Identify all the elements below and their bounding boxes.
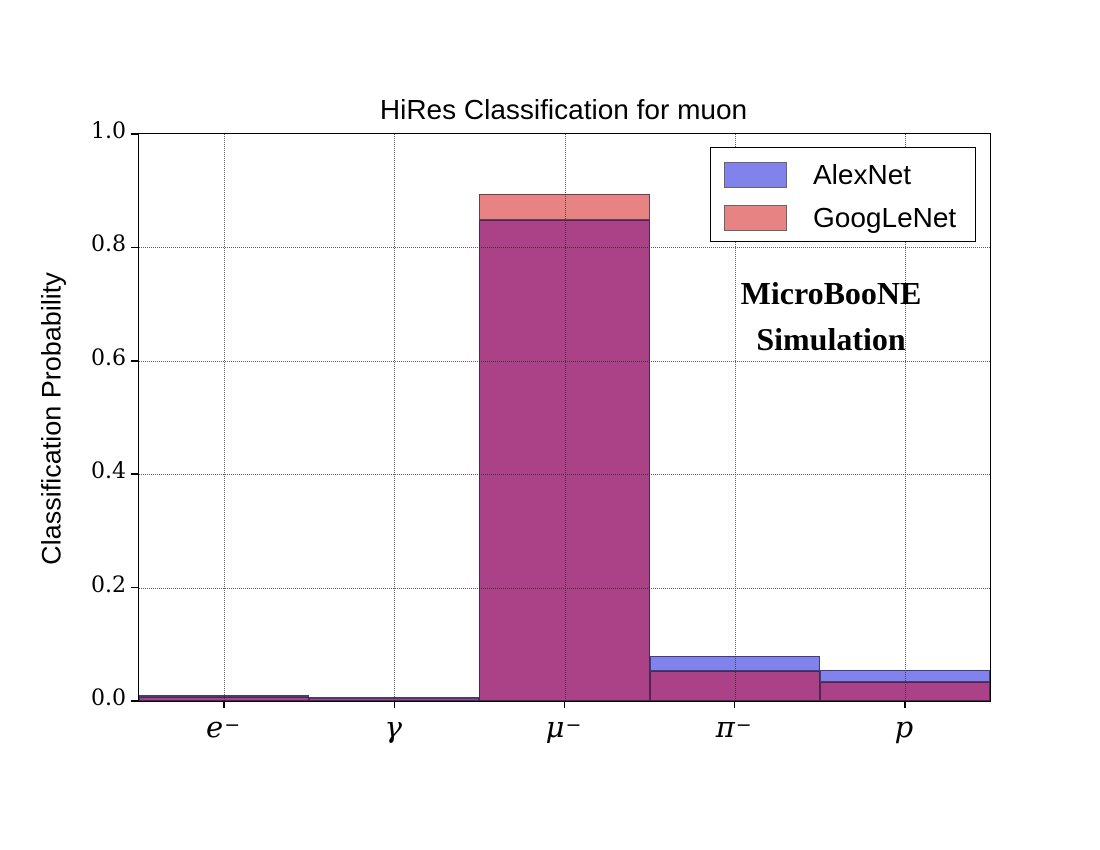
y-tick-mark xyxy=(131,586,139,589)
x-tick-mark xyxy=(223,701,225,708)
gridline-vertical xyxy=(564,134,566,701)
y-axis-label: Classification Probability xyxy=(36,272,67,565)
legend-swatch-googlenet xyxy=(724,204,787,231)
x-tick-label: p xyxy=(894,710,914,744)
gridline-vertical xyxy=(394,134,396,701)
y-tick-mark xyxy=(131,700,139,702)
x-tick-mark xyxy=(733,701,736,708)
y-tick-mark xyxy=(131,473,139,475)
y-tick-label: 0.4 xyxy=(91,459,126,485)
legend-swatch-alexnet xyxy=(724,161,787,188)
chart-title: HiRes Classification for muon xyxy=(379,94,748,125)
x-tick-label: μ− xyxy=(545,710,582,744)
x-tick-mark xyxy=(563,701,566,708)
y-tick-label: 0.8 xyxy=(91,232,126,258)
legend-entry-googlenet: GoogLeNet xyxy=(724,201,957,233)
y-tick-label: 1.0 xyxy=(91,119,126,144)
y-tick-label: 0.0 xyxy=(91,686,126,711)
legend: AlexNet GoogLeNet xyxy=(710,147,976,242)
annotation-line-1: MicroBooNE xyxy=(740,275,922,311)
x-tick-label: e− xyxy=(206,710,241,744)
legend-label-alexnet: AlexNet xyxy=(813,158,912,190)
gridline-vertical xyxy=(734,134,736,701)
y-tick-label: 0.2 xyxy=(91,572,126,598)
bar-segment-googlenet xyxy=(479,193,650,221)
x-tick-label: π− xyxy=(715,710,752,744)
legend-entry-alexnet: AlexNet xyxy=(724,158,912,190)
gridline-vertical xyxy=(904,134,906,701)
annotation-microboone: MicroBooNE Simulation xyxy=(741,270,922,362)
plot-area: MicroBooNE Simulation AlexNet GoogLeNet xyxy=(131,133,991,708)
x-tick-mark xyxy=(393,701,396,708)
y-tick-mark xyxy=(131,246,139,249)
x-tick-mark xyxy=(904,701,906,708)
gridline-vertical xyxy=(224,134,226,701)
y-tick-mark xyxy=(131,360,139,362)
x-tick-label: γ xyxy=(384,710,402,744)
y-tick-mark xyxy=(131,133,139,135)
y-tick-label: 0.6 xyxy=(91,345,126,371)
legend-label-googlenet: GoogLeNet xyxy=(813,201,957,233)
annotation-line-2: Simulation xyxy=(756,321,906,357)
bar-segment-overlap xyxy=(479,220,650,701)
bar-segment-alexnet xyxy=(309,697,480,700)
